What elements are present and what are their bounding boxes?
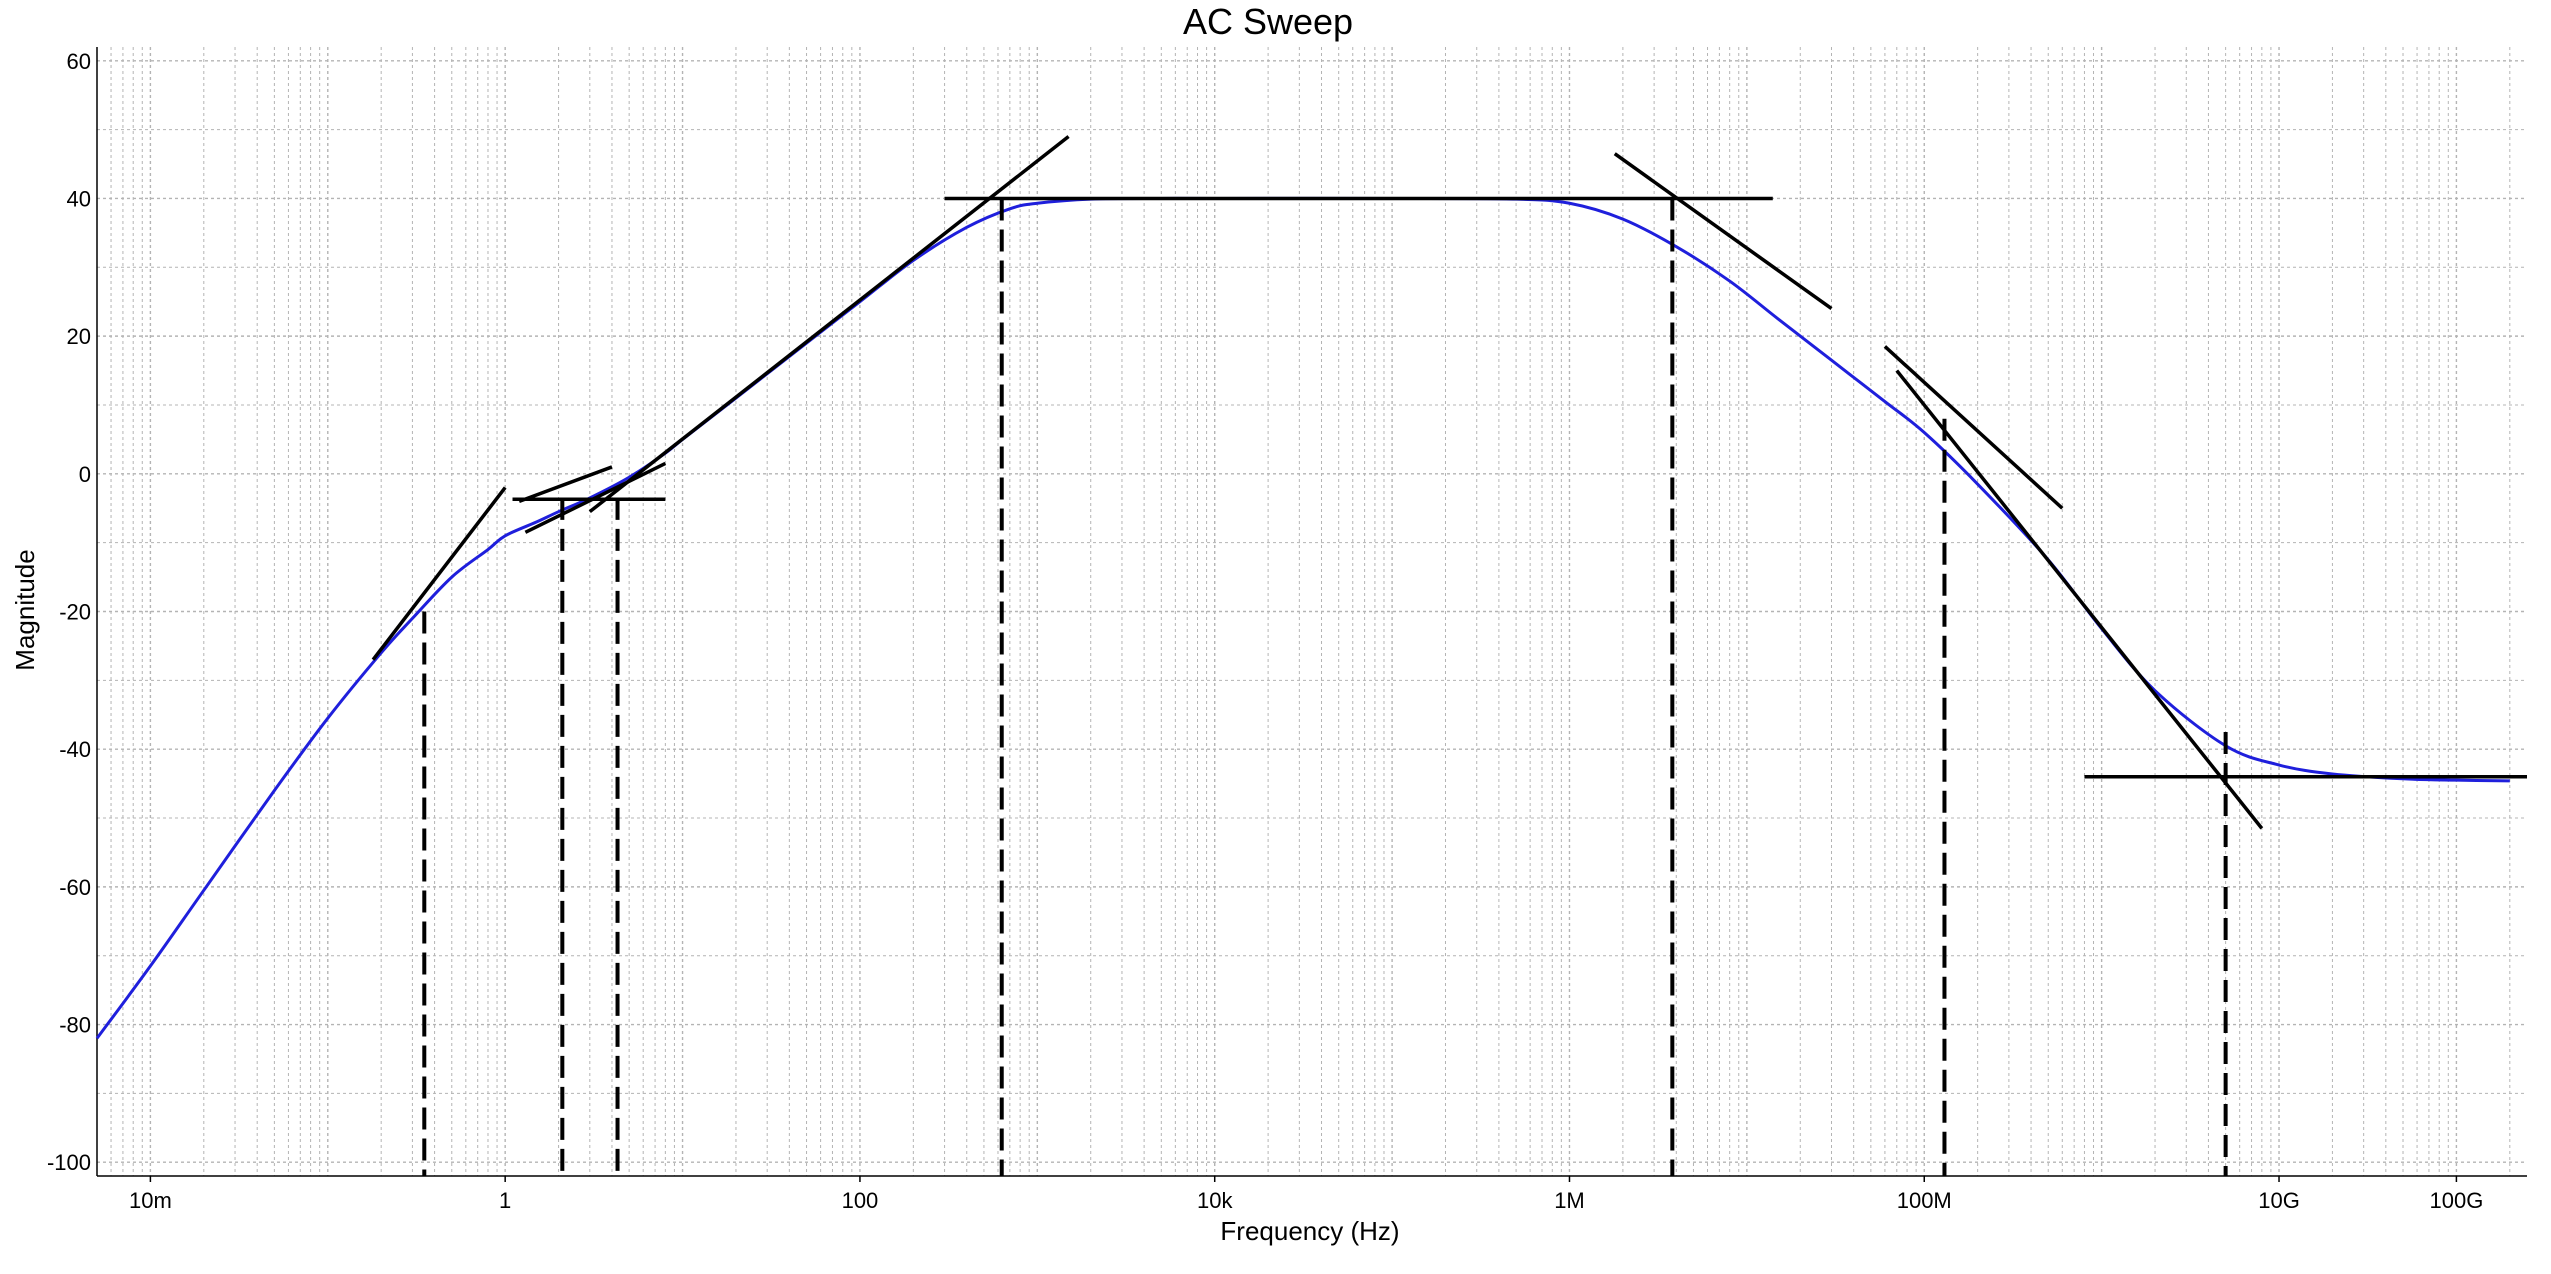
axes bbox=[96, 47, 2527, 1177]
asymptote-line bbox=[518, 465, 613, 503]
chart-title: AC Sweep bbox=[1183, 1, 1353, 42]
tick-labels: 10m 1 100 10k 1M 100M 10G 100G 60 40 20 0 -20 -40 -60 -… bbox=[47, 49, 2483, 1213]
asymptote-line bbox=[371, 486, 507, 661]
y-tick-label: -100 bbox=[47, 1150, 91, 1175]
asymptote-line bbox=[1613, 152, 1833, 311]
y-tick-label: 0 bbox=[79, 462, 91, 487]
y-tick-label: -60 bbox=[59, 875, 91, 900]
y-tick-label: -20 bbox=[59, 600, 91, 625]
y-tick-label: 60 bbox=[67, 49, 91, 74]
x-tick-label: 100G bbox=[2429, 1188, 2483, 1213]
x-tick-label: 1M bbox=[1554, 1188, 1585, 1213]
y-tick-label: 20 bbox=[67, 324, 91, 349]
x-tick-label: 10m bbox=[129, 1188, 172, 1213]
x-tick-label: 10G bbox=[2258, 1188, 2300, 1213]
asymptote-line bbox=[1883, 345, 2064, 510]
y-tick-label: 40 bbox=[67, 186, 91, 211]
y-tick-label: -80 bbox=[59, 1013, 91, 1038]
x-tick-label: 100 bbox=[842, 1188, 879, 1213]
x-tick-label: 100M bbox=[1897, 1188, 1952, 1213]
asymptote-line bbox=[1895, 369, 2264, 830]
x-tick-label: 10k bbox=[1197, 1188, 1233, 1213]
marker-layer bbox=[422, 198, 2228, 1176]
asymptote-layer bbox=[371, 135, 2527, 830]
grid bbox=[96, 47, 2527, 1176]
x-axis-label: Frequency (Hz) bbox=[1220, 1216, 1399, 1246]
y-tick-label: -40 bbox=[59, 737, 91, 762]
x-tick-label: 1 bbox=[499, 1188, 511, 1213]
y-axis-label: Magnitude bbox=[10, 549, 40, 670]
